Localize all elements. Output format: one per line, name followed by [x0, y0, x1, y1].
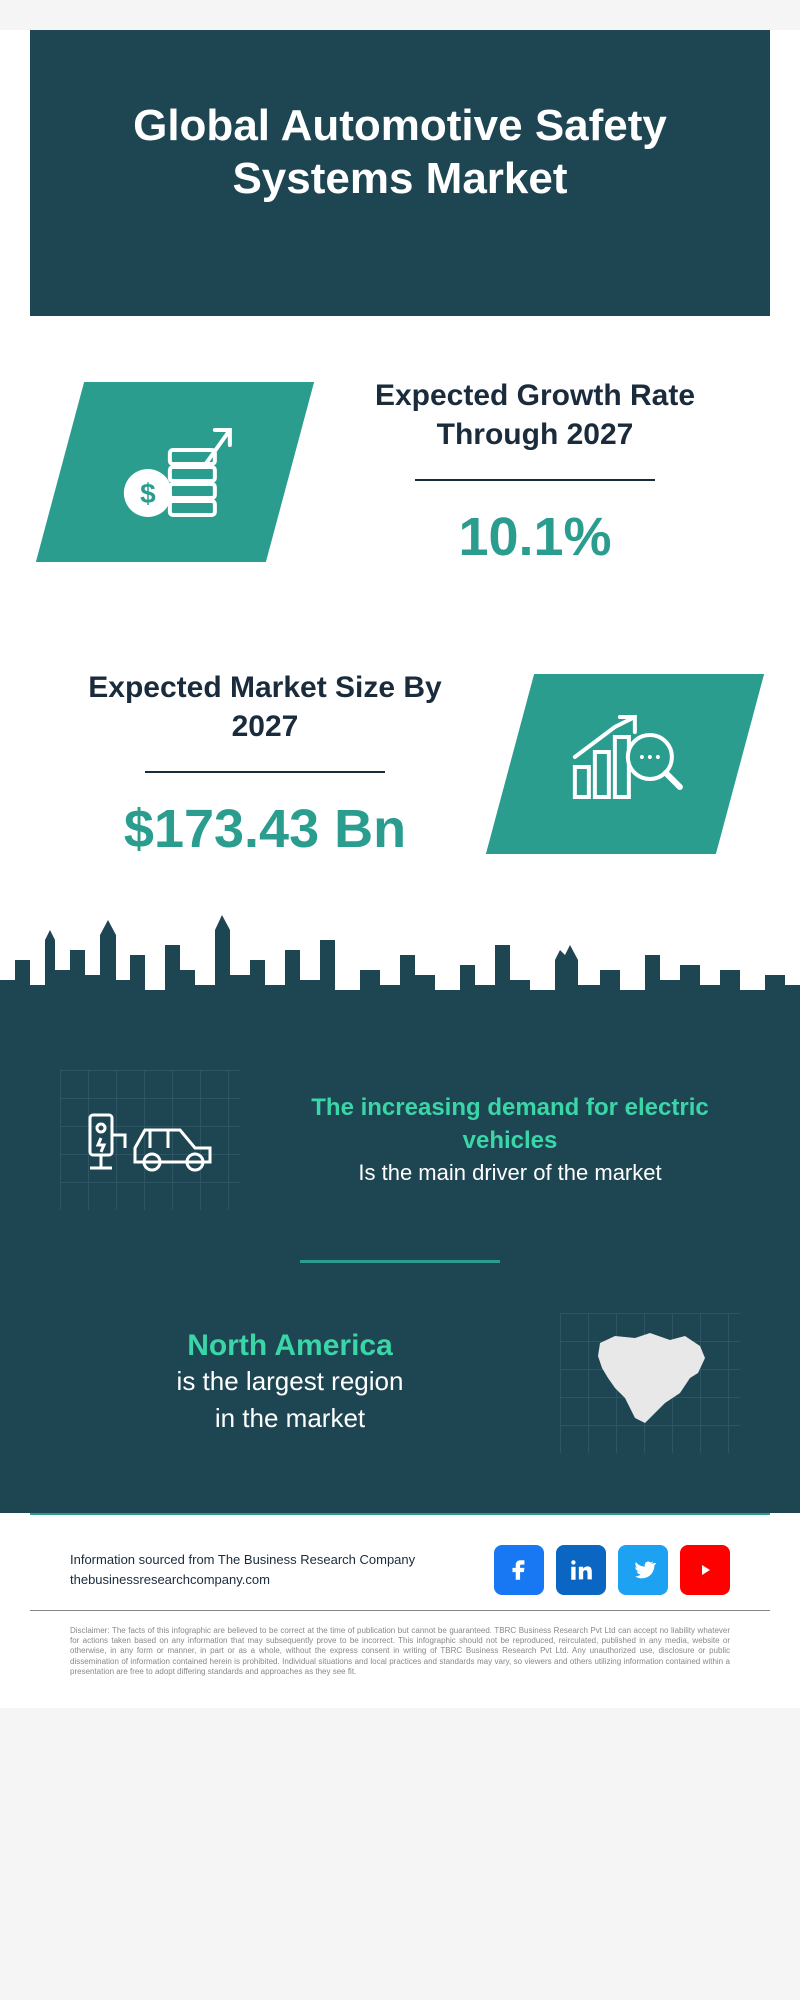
- market-size-section: Expected Market Size By 2027 $173.43 Bn: [0, 608, 800, 900]
- growth-icon-box: $: [36, 382, 314, 562]
- disclaimer-text: Disclaimer: The facts of this infographi…: [30, 1610, 770, 1708]
- market-size-value: $173.43 Bn: [60, 798, 470, 860]
- analytics-icon: [560, 706, 690, 821]
- footer: Information sourced from The Business Re…: [30, 1513, 770, 1610]
- svg-text:$: $: [140, 477, 156, 508]
- facebook-icon[interactable]: [494, 1545, 544, 1595]
- source-url: thebusinessresearchcompany.com: [70, 1570, 415, 1590]
- growth-stat-section: $ Expected Growth Rate Through 2027 10.1…: [0, 316, 800, 608]
- divider: [415, 479, 655, 481]
- growth-value: 10.1%: [330, 506, 740, 568]
- money-growth-icon: $: [110, 414, 240, 529]
- region-block: North America is the largest region in t…: [60, 1313, 740, 1453]
- ev-charging-icon: [60, 1070, 240, 1210]
- dark-section: The increasing demand for electric vehic…: [0, 1020, 800, 1513]
- section-divider: [300, 1260, 500, 1263]
- linkedin-icon[interactable]: [556, 1545, 606, 1595]
- driver-block: The increasing demand for electric vehic…: [60, 1070, 740, 1210]
- driver-sub: Is the main driver of the market: [280, 1158, 740, 1189]
- twitter-icon[interactable]: [618, 1545, 668, 1595]
- growth-label: Expected Growth Rate Through 2027: [330, 376, 740, 454]
- ev-icon-box: [60, 1070, 240, 1210]
- market-size-label: Expected Market Size By 2027: [60, 668, 470, 746]
- region-sub-1: is the largest region: [60, 1363, 520, 1399]
- source-line: Information sourced from The Business Re…: [70, 1550, 415, 1570]
- footer-text: Information sourced from The Business Re…: [70, 1550, 415, 1589]
- page-title: Global Automotive Safety Systems Market: [80, 100, 720, 206]
- market-icon-box: [486, 674, 764, 854]
- region-highlight: North America: [60, 1329, 520, 1363]
- region-sub-2: in the market: [60, 1400, 520, 1436]
- header-banner: Global Automotive Safety Systems Market: [30, 30, 770, 316]
- skyline-graphic: [0, 900, 800, 1020]
- north-america-map-icon: [560, 1313, 740, 1453]
- map-box: [560, 1313, 740, 1453]
- driver-highlight: The increasing demand for electric vehic…: [280, 1091, 740, 1158]
- divider: [145, 771, 385, 773]
- youtube-icon[interactable]: [680, 1545, 730, 1595]
- social-links: [494, 1545, 730, 1595]
